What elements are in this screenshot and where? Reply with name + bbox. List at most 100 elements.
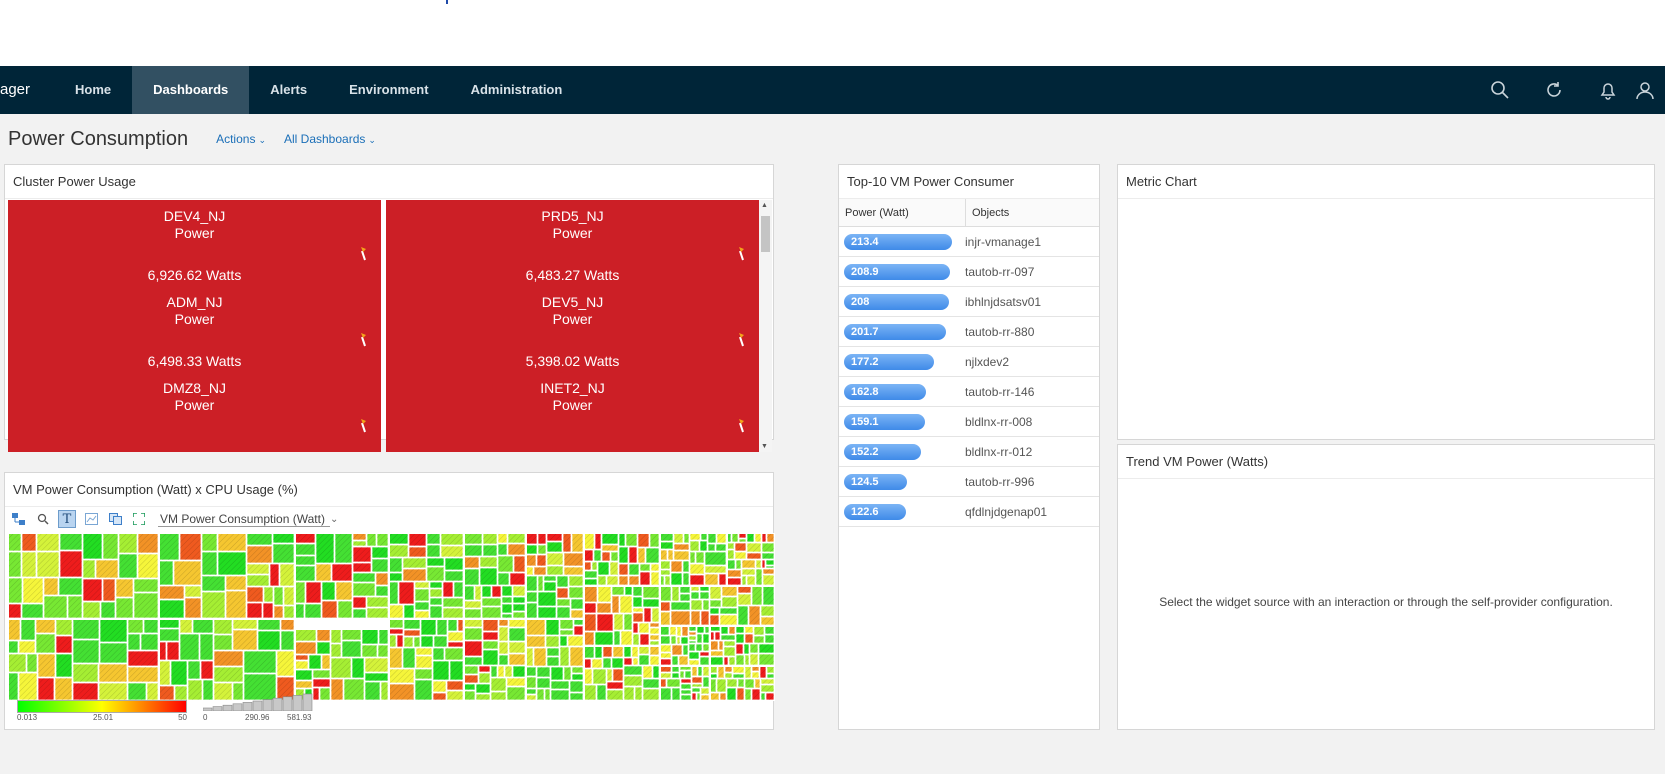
treemap-cell-texture [258, 631, 280, 650]
table-row[interactable]: 124.5 tautob-rr-996 [839, 467, 1099, 497]
treemap-cell-texture [284, 606, 294, 618]
treemap-cell-texture [55, 678, 72, 700]
treemap-cell-texture [547, 553, 563, 565]
treemap-cell-texture [159, 629, 179, 641]
cluster-tile[interactable]: PRD5_NJ Power 6,483.27 Watts [386, 200, 759, 288]
treemap-cell-texture [597, 603, 611, 613]
treemap-cell-texture [564, 553, 583, 566]
table-row[interactable]: 152.2 bldlnx-rr-012 [839, 437, 1099, 467]
treemap-cell-texture [681, 679, 691, 683]
table-row[interactable]: 208.9 tautob-rr-097 [839, 257, 1099, 287]
treemap-cell-texture [538, 592, 556, 606]
user-icon[interactable] [1635, 66, 1665, 114]
size-legend-bar [222, 704, 233, 712]
table-row[interactable]: 213.4 injr-vmanage1 [839, 227, 1099, 257]
table-row[interactable]: 159.1 bldlnx-rr-008 [839, 407, 1099, 437]
treemap-chart[interactable] [8, 533, 775, 701]
zoom-icon[interactable] [34, 510, 52, 528]
scrollbar[interactable]: ▲ ▼ [759, 200, 772, 452]
column-header-power[interactable]: Power (Watt) [839, 199, 966, 226]
treemap-cell-texture [508, 544, 525, 555]
treemap-cell-texture [745, 689, 751, 700]
object-name: tautob-rr-146 [965, 384, 1035, 399]
cluster-tile[interactable]: DEV4_NJ Power 6,926.62 Watts [8, 200, 381, 288]
treemap-cell-texture [409, 547, 426, 557]
table-row[interactable]: 208 ibhlnjdsatsv01 [839, 287, 1099, 317]
page-title: Power Consumption [8, 127, 189, 150]
treemap-cell-texture [526, 619, 545, 635]
treemap-cell-texture [660, 612, 670, 625]
cluster-tile[interactable]: ADM_NJ Power 6,498.33 Watts [8, 286, 381, 374]
treemap-cell-texture [690, 564, 704, 574]
expand-icon[interactable] [130, 510, 148, 528]
treemap-cell-texture [729, 657, 735, 665]
trend-flag-icon [739, 333, 744, 347]
chart-icon[interactable] [82, 510, 100, 528]
treemap-cell-texture [445, 571, 463, 581]
tab-administration[interactable]: Administration [470, 82, 563, 97]
search-icon[interactable] [1473, 66, 1527, 114]
treemap-cell-texture [557, 599, 570, 606]
text-toggle-icon[interactable]: T [58, 510, 76, 528]
size-legend-bar [282, 696, 293, 712]
tab-home[interactable]: Home [75, 82, 112, 97]
treemap-cell-texture [214, 667, 243, 682]
treemap-cell-texture [295, 629, 316, 641]
treemap-cell-texture [498, 533, 507, 543]
treemap-cell-texture [331, 658, 351, 678]
object-name: bldlnx-rr-012 [965, 444, 1033, 459]
tab-alerts[interactable]: Alerts [270, 82, 308, 97]
actions-menu[interactable]: Actions ⌄ [216, 132, 266, 146]
cluster-tile[interactable]: DMZ8_NJ Power [8, 372, 381, 452]
treemap-cell-texture [389, 582, 398, 604]
treemap-cell-texture [464, 545, 482, 556]
table-row[interactable]: 177.2 njlxdev2 [839, 347, 1099, 377]
table-row[interactable]: 201.7 tautob-rr-880 [839, 317, 1099, 347]
treemap-cell-texture [745, 634, 753, 643]
treemap-cell-texture [690, 575, 704, 585]
treemap-cell-texture [415, 669, 432, 679]
treemap-cell-texture [660, 542, 673, 549]
tab-dashboards[interactable]: Dashboards [132, 66, 250, 114]
treemap-cell-texture [754, 626, 764, 635]
all-dashboards-menu[interactable]: All Dashboards ⌄ [284, 132, 376, 146]
treemap-cell-texture [680, 666, 691, 670]
chevron-down-icon[interactable]: ⌄ [330, 513, 339, 525]
treemap-cell-texture [389, 684, 414, 700]
treemap-cell-texture [650, 646, 659, 655]
table-row[interactable]: 122.6 qfdlnjdgenap01 [839, 497, 1099, 527]
treemap-cell-texture [624, 687, 634, 700]
treemap-cell-texture [717, 533, 726, 543]
treemap-cell-texture [660, 550, 667, 560]
treemap-cell-texture [44, 578, 58, 595]
object-name: qfdlnjdgenap01 [965, 504, 1048, 519]
hierarchy-icon[interactable] [10, 510, 28, 528]
tab-environment[interactable]: Environment [349, 82, 429, 97]
treemap-cell-texture [683, 645, 688, 655]
refresh-icon[interactable] [1527, 66, 1581, 114]
treemap-cell-texture [427, 545, 440, 557]
power-bar: 208 [844, 293, 949, 310]
copy-icon[interactable] [106, 510, 124, 528]
treemap-cell-texture [697, 634, 702, 643]
cluster-tile[interactable]: INET2_NJ Power [386, 372, 759, 452]
bell-icon[interactable] [1581, 66, 1635, 114]
treemap-cell-texture [727, 560, 735, 569]
cluster-tile[interactable]: DEV5_NJ Power 5,398.02 Watts [386, 286, 759, 374]
treemap-cell-texture [226, 591, 246, 618]
treemap-cell-texture [448, 619, 457, 631]
treemap-cell-texture [445, 648, 463, 660]
treemap-cell-texture [233, 683, 243, 700]
scroll-up-icon[interactable]: ▲ [761, 202, 768, 209]
scroll-thumb[interactable] [761, 216, 770, 252]
column-header-objects[interactable]: Objects [972, 207, 1010, 219]
treemap-cell-texture [701, 611, 709, 625]
cluster-metric: Power [174, 225, 215, 241]
treemap-cell-texture [710, 657, 723, 665]
treemap-cell-texture [689, 636, 696, 640]
table-row[interactable]: 162.8 tautob-rr-146 [839, 377, 1099, 407]
treemap-cell-texture [700, 652, 709, 656]
scroll-down-icon[interactable]: ▼ [761, 443, 768, 450]
metric-selector[interactable]: VM Power Consumption (Watt) [158, 512, 330, 527]
treemap-cell-texture [464, 609, 481, 618]
